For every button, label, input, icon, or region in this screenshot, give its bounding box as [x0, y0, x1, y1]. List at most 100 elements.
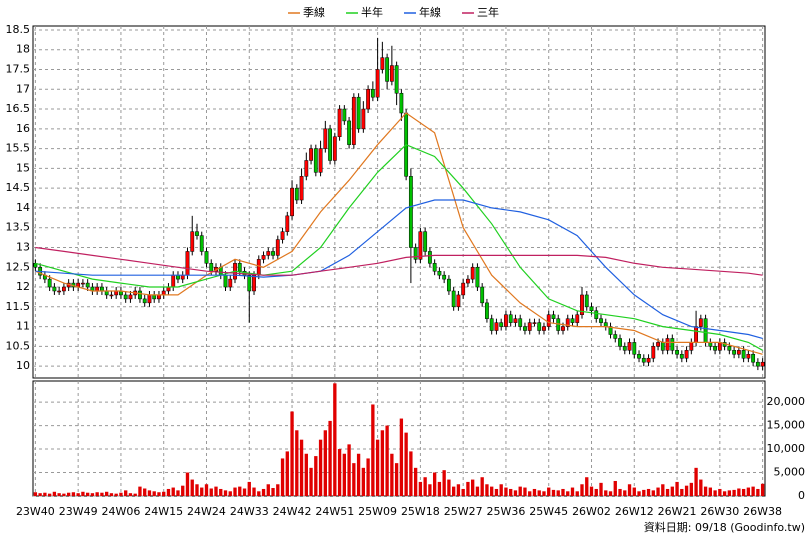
candle-body: [618, 338, 622, 347]
x-tick-label: 25W45: [529, 505, 568, 518]
candle-body: [694, 326, 698, 343]
y2-tick-label: 0: [798, 489, 805, 502]
volume-bar: [333, 383, 337, 496]
candle-body: [561, 326, 565, 331]
volume-bar: [361, 467, 366, 496]
volume-bar: [299, 439, 304, 496]
candle-body: [309, 148, 313, 161]
volume-bar: [252, 487, 256, 496]
volume-bar: [570, 487, 575, 496]
volume-bar: [128, 493, 133, 496]
candle-body: [565, 318, 570, 327]
volume-bar: [585, 477, 589, 496]
volume-bar: [247, 481, 251, 496]
candle-body: [461, 282, 466, 296]
candle-body: [271, 251, 275, 256]
candle-body: [223, 274, 228, 288]
volume-panel: [32, 380, 766, 497]
candle-body: [128, 294, 133, 300]
volume-bar: [418, 481, 423, 496]
candle-body: [389, 65, 394, 82]
x-tick-label: 23W49: [59, 505, 98, 518]
source-note: 資料日期: 09/18 (Goodinfo.tw): [644, 520, 805, 534]
volume-bar: [413, 467, 418, 496]
candle-body: [204, 251, 209, 264]
volume-bar: [456, 484, 461, 496]
candle-body: [432, 263, 437, 272]
x-tick-label: 24W06: [101, 505, 140, 518]
volume-bar: [33, 492, 38, 496]
volume-bar: [532, 488, 537, 496]
volume-bar: [608, 491, 613, 496]
volume-bar: [43, 492, 47, 496]
volume-bar: [623, 490, 627, 496]
volume-bar: [162, 491, 166, 496]
volume-bar: [699, 479, 703, 496]
volume-bar: [390, 453, 394, 496]
volume-bar: [737, 488, 741, 496]
candle-body: [385, 57, 390, 82]
candle-body: [594, 310, 599, 319]
candle-body: [627, 342, 632, 351]
y-tick-label: 14: [16, 201, 30, 214]
candle-body: [195, 231, 199, 236]
volume-bar: [661, 484, 665, 496]
volume-bar: [642, 489, 646, 496]
candle-body: [641, 357, 646, 363]
candle-body: [485, 302, 489, 319]
candle-body: [651, 346, 656, 359]
candle-body: [446, 278, 451, 292]
candle-body: [199, 235, 204, 252]
volume-bar: [66, 492, 71, 496]
candle-body: [361, 108, 366, 130]
volume-bar: [513, 490, 518, 496]
volume-bar: [423, 477, 427, 496]
candle-body: [261, 255, 266, 260]
candle-body: [442, 274, 447, 280]
candle-body: [85, 282, 90, 288]
volume-bar: [756, 488, 760, 496]
candle-body: [408, 176, 413, 248]
volume-bar: [442, 470, 446, 496]
volume-bar: [746, 487, 751, 496]
candle-body: [632, 342, 637, 355]
candle-body: [123, 294, 128, 300]
candle-body: [689, 342, 694, 351]
x-tick-label: 26W38: [743, 505, 782, 518]
candle-body: [518, 318, 523, 327]
candle-body: [328, 128, 332, 161]
candle-body: [100, 286, 104, 292]
x-tick-label: 23W40: [16, 505, 55, 518]
volume-bar: [143, 488, 147, 496]
volume-bar: [694, 467, 698, 496]
y-tick-label: 18.5: [6, 23, 31, 36]
legend-label: 半年: [361, 5, 383, 19]
candle-body: [299, 176, 304, 201]
candle-body: [138, 290, 142, 300]
candle-body: [337, 108, 342, 137]
candle-body: [584, 294, 589, 308]
candle-body: [375, 69, 380, 98]
volume-bar: [447, 479, 451, 496]
candle-body: [109, 294, 114, 297]
candle-body: [551, 314, 556, 319]
volume-bar: [276, 484, 280, 496]
candle-body: [665, 338, 670, 351]
volume-bar: [518, 486, 522, 496]
volume-bar: [485, 484, 489, 496]
volume-bar: [124, 490, 128, 496]
volume-bar: [323, 430, 327, 496]
candle-body: [190, 231, 195, 252]
volume-bar: [176, 490, 180, 496]
volume-bar: [290, 411, 294, 496]
volume-bar: [95, 492, 99, 496]
candle-body: [489, 318, 494, 331]
volume-bar: [394, 463, 399, 496]
y-tick-label: 11: [16, 320, 30, 333]
candle-body: [294, 187, 299, 201]
candle-body: [504, 314, 508, 327]
volume-bar: [228, 491, 232, 496]
candle-body: [703, 318, 708, 343]
x-tick-label: 26W30: [700, 505, 739, 518]
